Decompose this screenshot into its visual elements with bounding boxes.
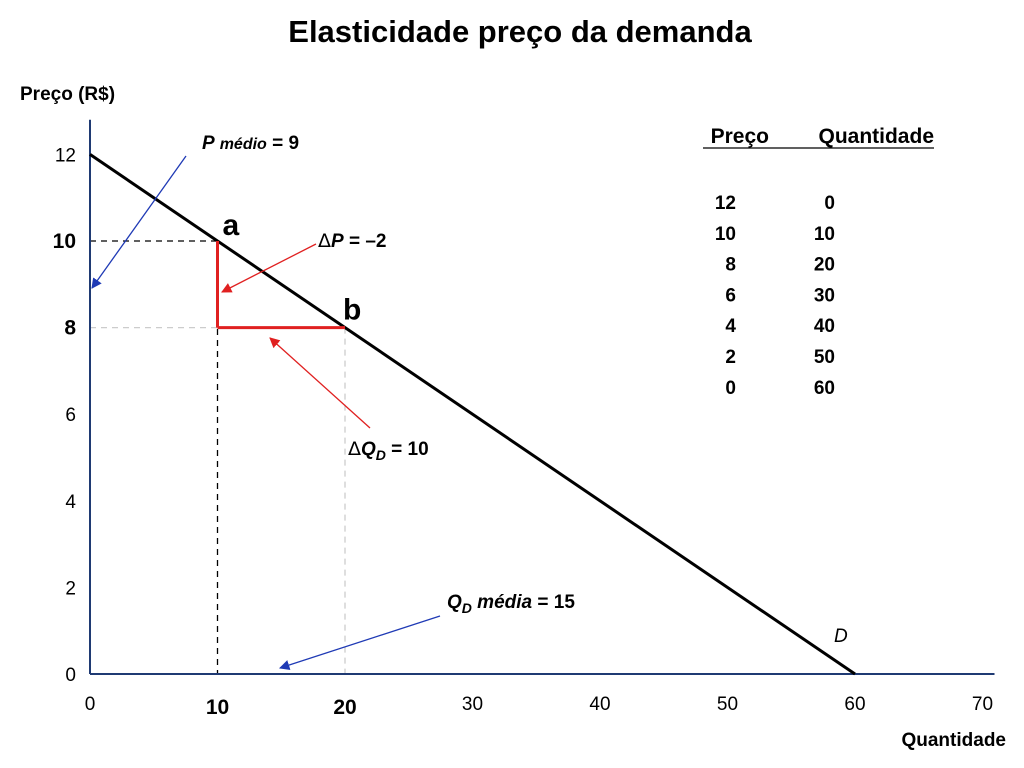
table-cell-quantidade: 30: [814, 285, 835, 306]
table-header-preco: Preço: [711, 125, 769, 148]
chart-title: Elasticidade preço da demanda: [288, 14, 752, 49]
table-cell-quantidade: 40: [814, 316, 835, 337]
y-tick-6: 6: [65, 405, 76, 426]
demand-curve-label: D: [834, 626, 848, 647]
table-cell-preco: 4: [725, 316, 736, 337]
x-tick-20: 20: [333, 696, 356, 719]
y-tick-4: 4: [65, 492, 76, 513]
table-header-quantidade: Quantidade: [818, 125, 934, 148]
x-tick-60: 60: [844, 694, 865, 715]
table-cell-quantidade: 10: [814, 224, 835, 245]
x-tick-labels: 0 10 20 30 40 50 60 70: [85, 694, 993, 719]
p-medio-arrow: [91, 155, 187, 289]
x-tick-70: 70: [972, 694, 993, 715]
x-tick-30: 30: [462, 694, 483, 715]
table-cell-quantidade: 50: [814, 347, 835, 368]
y-tick-10: 10: [53, 230, 76, 253]
table-cell-quantidade: 60: [814, 378, 835, 399]
qd-media-annotation: QD média = 15: [447, 592, 575, 616]
x-axis-title: Quantidade: [901, 730, 1006, 751]
table-cell-preco: 8: [725, 255, 736, 276]
demand-schedule-table: Preço Quantidade 12 0 10 10 8 20 6 30 4 40 2 50 0 60: [703, 125, 934, 399]
table-cell-preco: 2: [725, 347, 736, 368]
table-cell-preco: 6: [725, 285, 736, 306]
y-tick-12: 12: [55, 145, 76, 166]
delta-p-arrow: [221, 243, 317, 293]
qd-media-arrow: [279, 615, 441, 671]
y-tick-labels: 0 2 4 6 8 10 12: [53, 145, 77, 686]
table-cell-preco: 0: [725, 378, 736, 399]
x-tick-50: 50: [717, 694, 738, 715]
y-axis-title: Preço (R$): [20, 84, 115, 105]
y-tick-8: 8: [64, 317, 76, 340]
table-cell-quantidade: 0: [824, 193, 835, 214]
table-cell-preco: 10: [715, 224, 736, 245]
delta-qd-annotation: ΔQD = 10: [348, 438, 429, 463]
x-tick-10: 10: [206, 696, 229, 719]
point-label-b: b: [343, 294, 361, 327]
table-cell-preco: 12: [715, 193, 736, 214]
table-cell-quantidade: 20: [814, 255, 835, 276]
y-tick-0: 0: [65, 665, 76, 686]
point-label-a: a: [223, 209, 240, 242]
delta-p-annotation: ΔP = –2: [318, 230, 386, 252]
delta-qd-arrow: [269, 337, 371, 429]
y-tick-2: 2: [65, 578, 76, 599]
x-tick-40: 40: [589, 694, 610, 715]
x-tick-0: 0: [85, 694, 96, 715]
